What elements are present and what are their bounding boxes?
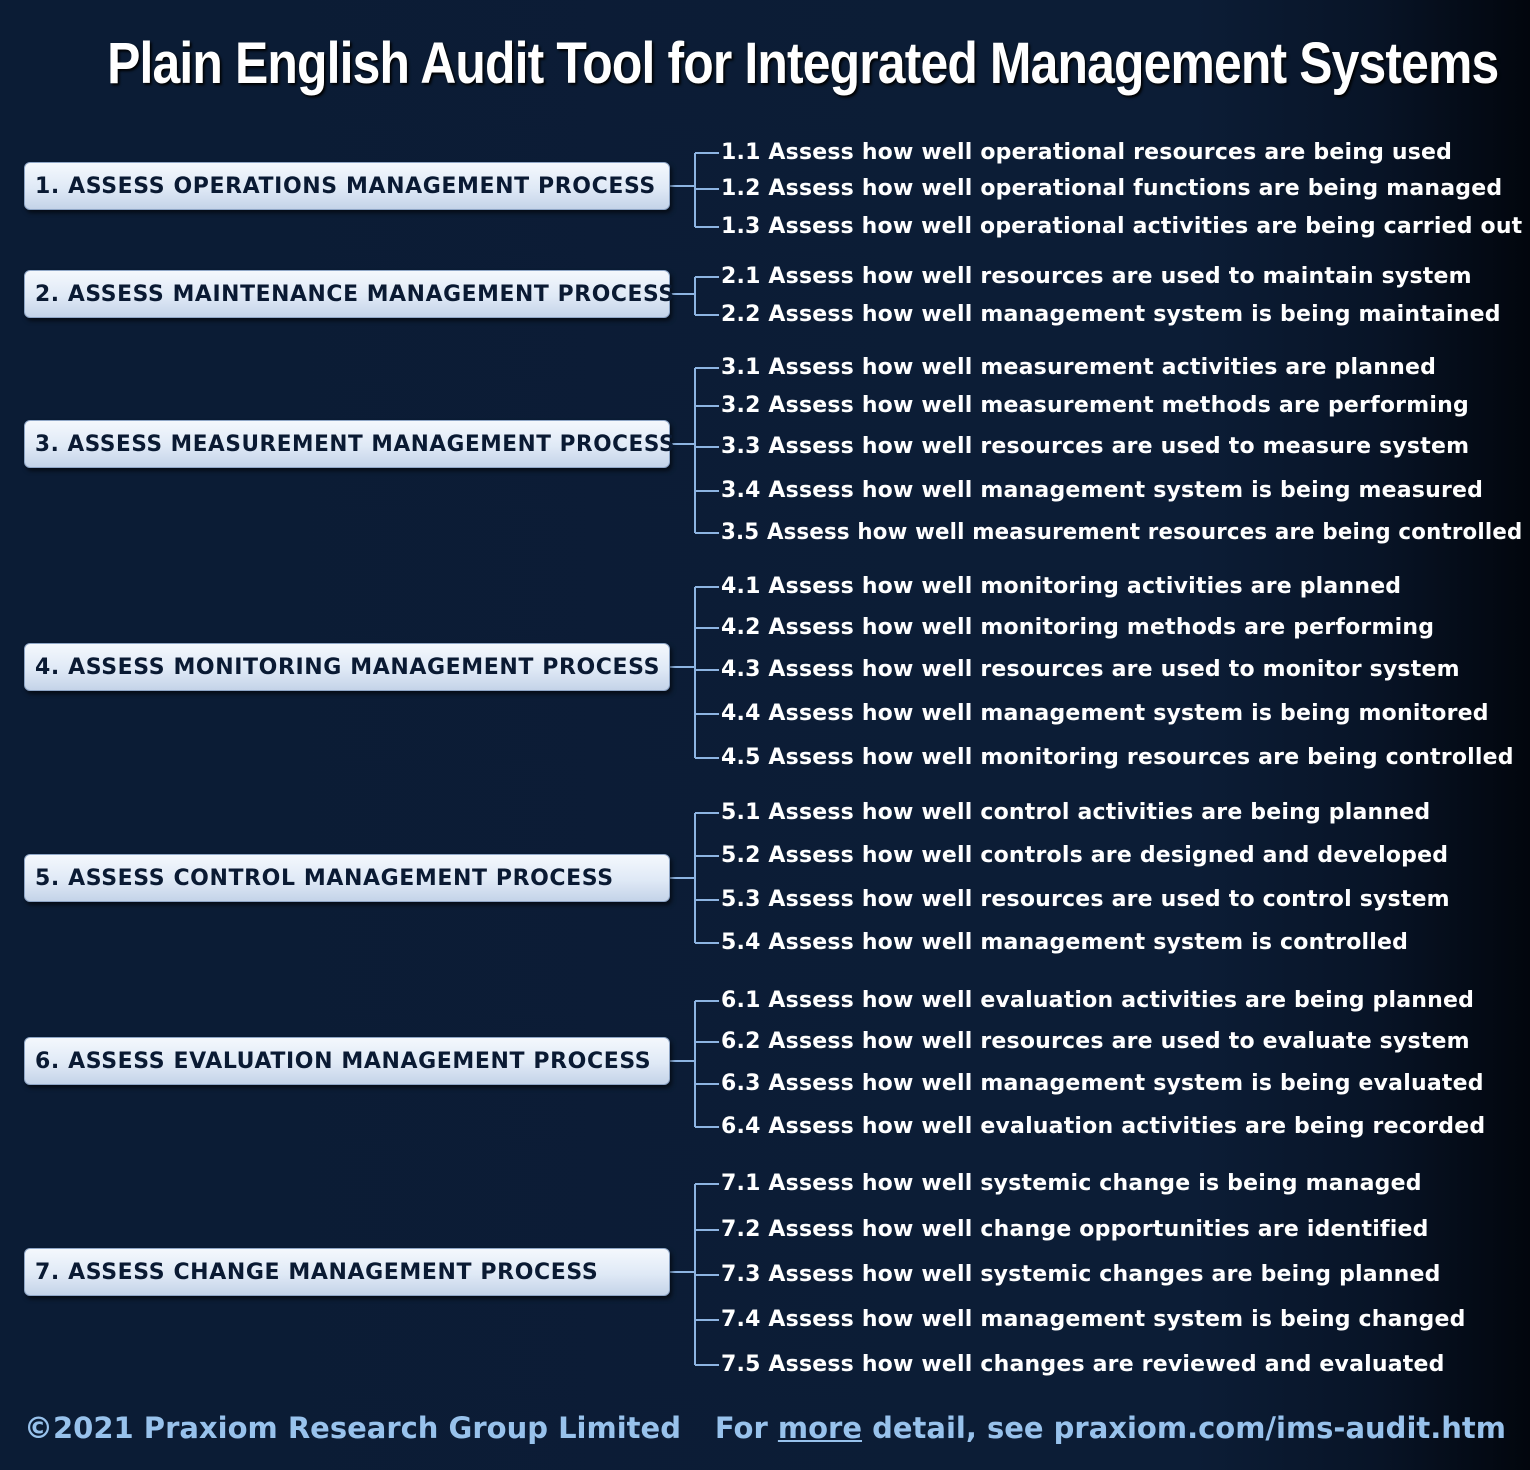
sub-item: 4.1 Assess how well monitoring activitie… [721, 574, 1402, 599]
sub-item: 5.3 Assess how well resources are used t… [721, 887, 1450, 912]
process-label: 3. ASSESS MEASUREMENT MANAGEMENT PROCESS [35, 432, 676, 457]
sub-item: 3.5 Assess how well measurement resource… [721, 520, 1523, 545]
process-label: 5. ASSESS CONTROL MANAGEMENT PROCESS [35, 866, 614, 891]
process-box-5: 5. ASSESS CONTROL MANAGEMENT PROCESS [24, 854, 670, 902]
sub-item: 2.1 Assess how well resources are used t… [721, 264, 1472, 289]
sub-item: 3.4 Assess how well management system is… [721, 478, 1484, 503]
sub-item: 3.2 Assess how well measurement methods … [721, 393, 1469, 418]
sub-item: 6.2 Assess how well resources are used t… [721, 1029, 1470, 1054]
sub-item: 1.1 Assess how well operational resource… [721, 140, 1453, 165]
sub-item: 5.4 Assess how well management system is… [721, 930, 1409, 955]
sub-item: 6.3 Assess how well management system is… [721, 1071, 1484, 1096]
sub-item: 7.2 Assess how well change opportunities… [721, 1217, 1429, 1242]
sub-item: 5.2 Assess how well controls are designe… [721, 843, 1449, 868]
sub-item: 4.2 Assess how well monitoring methods a… [721, 615, 1435, 640]
copyright-notice: ©2021 Praxiom Research Group Limited [24, 1411, 681, 1445]
sub-item: 7.3 Assess how well systemic changes are… [721, 1262, 1441, 1287]
sub-item: 3.3 Assess how well resources are used t… [721, 434, 1470, 459]
sub-item: 4.3 Assess how well resources are used t… [721, 657, 1460, 682]
process-box-6: 6. ASSESS EVALUATION MANAGEMENT PROCESS [24, 1037, 670, 1085]
process-label: 7. ASSESS CHANGE MANAGEMENT PROCESS [35, 1260, 599, 1285]
process-box-7: 7. ASSESS CHANGE MANAGEMENT PROCESS [24, 1248, 670, 1296]
detail-prefix: For [714, 1411, 778, 1445]
sub-item: 5.1 Assess how well control activities a… [721, 800, 1431, 825]
process-label: 6. ASSESS EVALUATION MANAGEMENT PROCESS [35, 1049, 652, 1074]
process-label: 4. ASSESS MONITORING MANAGEMENT PROCESS [35, 655, 661, 680]
page-title: Plain English Audit Tool for Integrated … [107, 31, 1499, 96]
sub-item: 7.4 Assess how well management system is… [721, 1307, 1466, 1332]
sub-item: 7.5 Assess how well changes are reviewed… [721, 1352, 1445, 1377]
sub-item: 4.4 Assess how well management system is… [721, 701, 1489, 726]
sub-item: 6.4 Assess how well evaluation activitie… [721, 1114, 1486, 1139]
sub-item: 3.1 Assess how well measurement activiti… [721, 355, 1437, 380]
more-link[interactable]: more [777, 1411, 863, 1445]
sub-item: 6.1 Assess how well evaluation activitie… [721, 988, 1475, 1013]
detail-suffix: detail, see praxiom.com/ims-audit.htm [862, 1411, 1506, 1445]
sub-item: 7.1 Assess how well systemic change is b… [721, 1171, 1422, 1196]
sub-item: 2.2 Assess how well management system is… [721, 302, 1501, 327]
detail-link-text: For more detail, see praxiom.com/ims-aud… [715, 1408, 1506, 1448]
process-label: 2. ASSESS MAINTENANCE MANAGEMENT PROCESS [35, 282, 675, 307]
process-box-2: 2. ASSESS MAINTENANCE MANAGEMENT PROCESS [24, 270, 674, 318]
process-box-4: 4. ASSESS MONITORING MANAGEMENT PROCESS [24, 643, 670, 691]
process-box-1: 1. ASSESS OPERATIONS MANAGEMENT PROCESS [24, 162, 670, 210]
sub-item: 4.5 Assess how well monitoring resources… [721, 745, 1514, 770]
process-label: 1. ASSESS OPERATIONS MANAGEMENT PROCESS [35, 174, 656, 199]
sub-item: 1.3 Assess how well operational activiti… [721, 214, 1523, 239]
sub-item: 1.2 Assess how well operational function… [721, 176, 1503, 201]
process-box-3: 3. ASSESS MEASUREMENT MANAGEMENT PROCESS [24, 420, 675, 468]
